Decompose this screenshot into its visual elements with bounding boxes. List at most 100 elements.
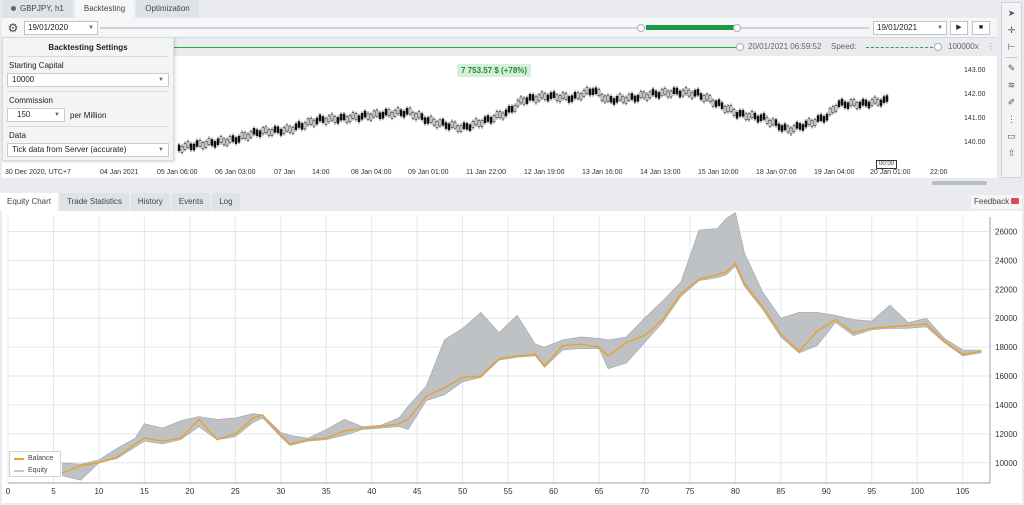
balance-point [407,418,409,421]
price-axis-label: 143.00 [964,67,986,74]
progress-handle[interactable] [736,43,744,51]
candle-body [519,96,523,104]
candle-body [852,99,856,106]
balance-point [661,318,664,321]
candle-body [663,88,667,95]
starting-capital-select[interactable]: 10000 ▼ [7,73,169,87]
candle-body [192,143,196,151]
pen-icon[interactable]: ✎ [1007,62,1016,73]
brush-icon[interactable]: ≋ [1007,79,1016,90]
balance-point [780,333,782,335]
candle-body [549,92,553,99]
candle-body [627,94,631,101]
ruler-icon[interactable]: ⊢ [1007,41,1016,52]
x-tick-label: 35 [322,487,331,496]
rectangle-icon[interactable]: ▭ [1007,130,1016,141]
cursor-arrow-icon[interactable]: ➤ [1007,7,1016,18]
tab-events[interactable]: Events [171,193,211,211]
candle-body [486,115,490,122]
feedback-icon [1011,198,1020,204]
time-axis-label: 30 Dec 2020, UTC+7 [5,169,71,176]
start-date-select[interactable]: 19/01/2020 ▼ [24,21,98,35]
x-tick-label: 105 [956,487,970,496]
date-range-slider[interactable] [100,27,869,29]
balance-point [907,324,909,327]
time-axis-label: 19 Jan 04:00 [814,169,855,176]
date-range-selection[interactable] [646,25,738,30]
candle-body [447,123,451,131]
balance-point [116,456,118,458]
gear-icon[interactable]: ⚙ [7,21,19,35]
tab-trade-statistics[interactable]: Trade Statistics [60,193,129,211]
candle-body [432,118,436,126]
arrow-up-icon[interactable]: ⇧ [1007,147,1016,158]
candle-body [570,95,574,102]
candle-body [849,99,853,107]
candle-body [318,114,322,122]
candle-body [825,113,829,121]
candle-body [564,93,568,100]
balance-point [980,350,982,353]
candle-body [189,143,193,151]
range-end-handle[interactable] [733,24,741,32]
balance-point [943,340,946,343]
balance-point [161,440,164,442]
stop-button[interactable]: ■ [972,21,990,35]
crosshair-icon[interactable]: ✛ [1007,24,1016,35]
play-button[interactable]: ▶ [950,21,968,35]
top-tabs: GBPJPY, h1 Backtesting Optimization [0,0,1000,18]
end-date-select[interactable]: 19/01/2021 ▼ [873,21,947,35]
tab-history[interactable]: History [130,193,170,211]
tab-backtesting[interactable]: Backtesting [74,0,135,18]
equity-chart[interactable]: 0 5 10 15 20 25 30 35 40 45 50 55 60 65 70 75 80 85 90 95 10… [2,211,1022,503]
backtesting-settings-panel: Backtesting Settings Starting Capital 10… [2,37,174,161]
time-axis-label: 08 Jan 04:00 [351,169,392,176]
marker-icon[interactable]: ✐ [1007,96,1016,107]
candle-body [534,96,538,104]
data-source-select[interactable]: Tick data from Server (accurate) ▼ [7,143,169,157]
time-cursor-label: 00:00 [876,160,898,169]
candle-body [261,127,265,135]
fibonacci-icon[interactable]: ⋮ [1007,113,1016,124]
feedback-button[interactable]: Feedback [971,195,1023,209]
time-axis-label: 13 Jan 16:00 [582,169,623,176]
x-tick-label: 40 [367,487,376,496]
candle-body [258,130,262,137]
speed-handle[interactable] [934,43,942,51]
more-options-icon[interactable]: ⋮ [987,42,995,51]
candle-body [231,135,235,142]
candle-body [843,101,847,109]
balance-point [543,365,546,367]
candle-body [723,106,727,113]
range-start-handle[interactable] [637,24,645,32]
symbol-dot-icon [11,6,16,12]
candle-body [396,107,400,115]
balance-point [925,323,928,325]
candle-body [480,120,484,127]
candle-body [612,98,616,105]
data-label: Data [9,131,26,140]
horizontal-scrollbar[interactable] [932,181,987,185]
candle-body [576,92,580,100]
tab-symbol-label: GBPJPY, h1 [20,4,64,13]
candle-body [405,108,409,115]
candle-body [210,139,214,146]
candle-body [177,144,181,152]
candle-body [276,126,280,134]
candle-body [375,109,379,117]
y-tick-label: 14000 [995,401,1018,410]
tab-equity-chart[interactable]: Equity Chart [0,193,59,211]
tab-symbol[interactable]: GBPJPY, h1 [2,0,73,18]
candle-body [555,94,559,102]
tab-log[interactable]: Log [212,193,240,211]
candle-body [747,113,751,121]
speed-slider[interactable] [866,47,938,48]
balance-point [743,282,746,285]
candle-body [765,117,769,124]
commission-select[interactable]: 150 ▼ [7,108,65,122]
balance-point [216,438,218,441]
candle-body [573,91,577,99]
candle-body [429,115,433,123]
tab-optimization[interactable]: Optimization [136,0,199,18]
